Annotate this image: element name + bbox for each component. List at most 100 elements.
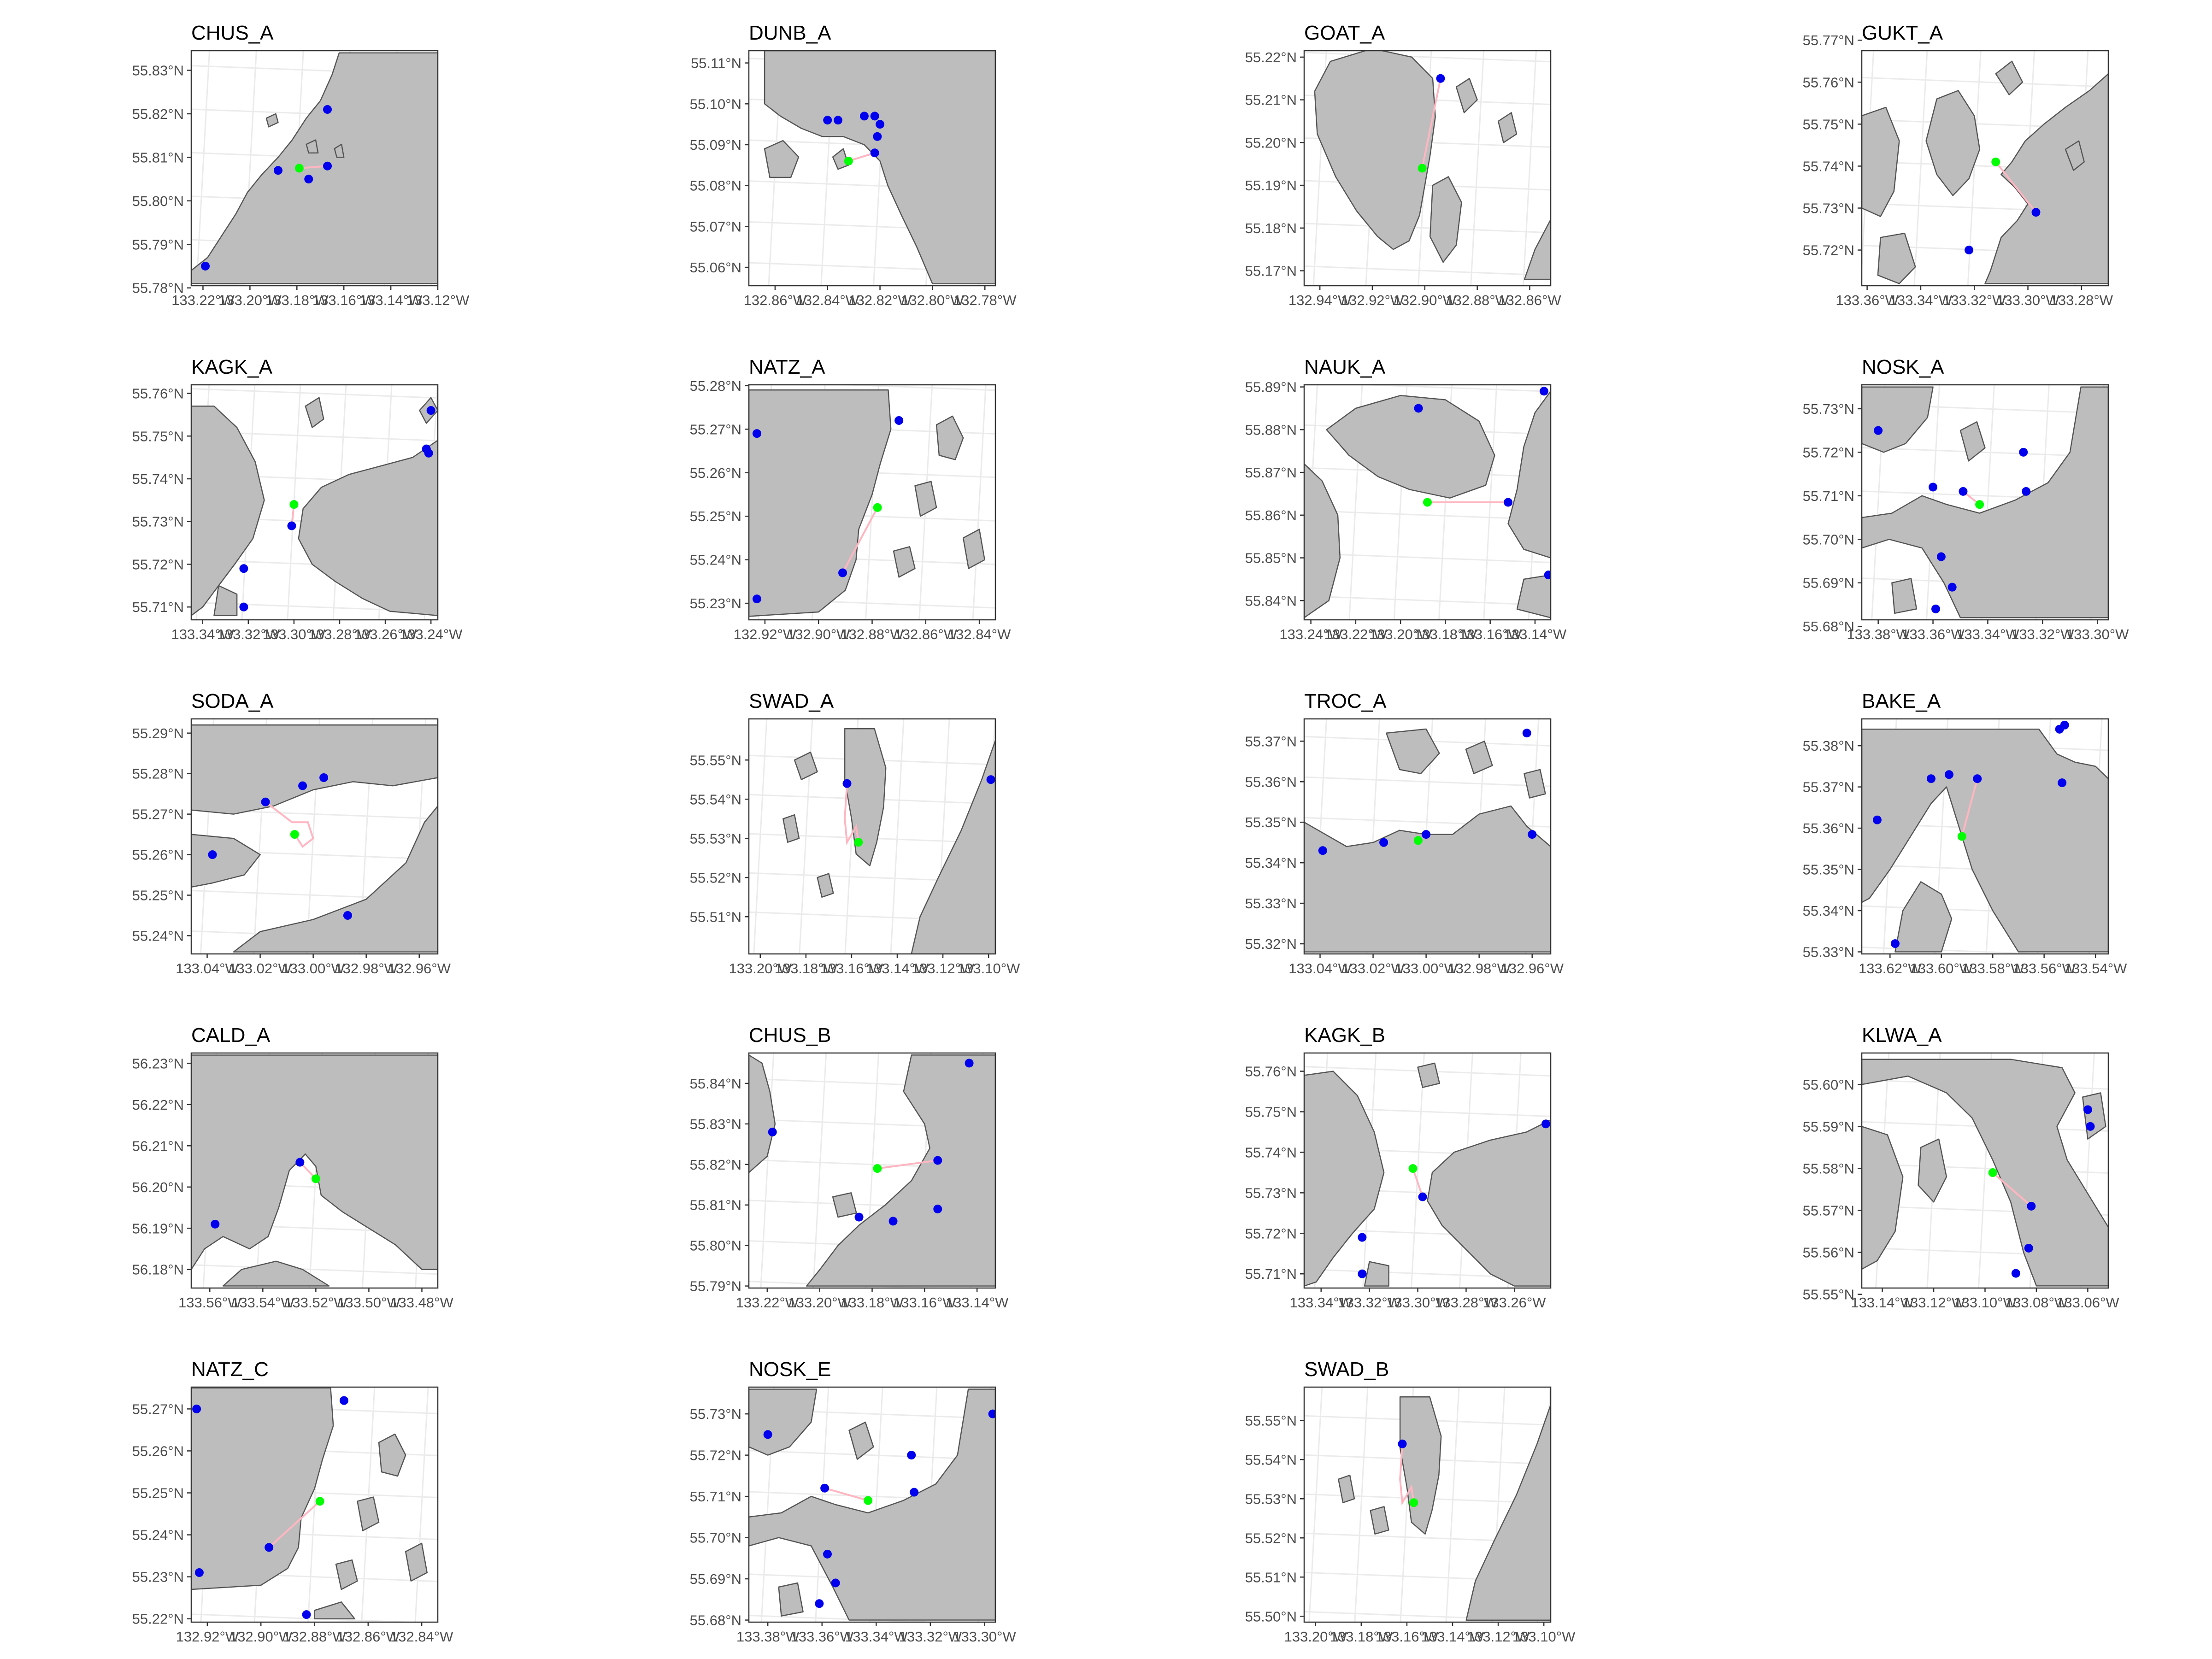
track-line — [848, 152, 875, 162]
x-tick-label: 132.90°W — [787, 626, 850, 642]
track-line — [844, 783, 859, 846]
panel-plot-area — [1862, 385, 2108, 620]
y-tick-label: 55.83°N — [132, 63, 184, 79]
receiver-point — [1414, 404, 1423, 413]
gridline-parallel — [749, 1450, 995, 1461]
y-tick-label: 55.26°N — [132, 847, 184, 863]
land-polygon — [265, 113, 279, 128]
x-tick-label: 133.30°W — [953, 1629, 1016, 1645]
receiver-point — [239, 564, 248, 573]
land-polygon — [1326, 394, 1495, 499]
receiver-point — [815, 1599, 824, 1608]
receiver-point — [2058, 778, 2067, 788]
y-tick-label: 55.68°N — [690, 1612, 741, 1629]
release-point — [315, 1497, 324, 1506]
x-tick-label: 133.22°W — [736, 1294, 799, 1311]
map-panel: NOSK_A 133.38°W133.36°W133.34°W133.32°W13… — [1803, 356, 2130, 642]
y-tick-label: 55.22°N — [132, 1611, 184, 1627]
map-panel: CHUS_A133.22°W133.20°W133.18°W133.16°W13… — [132, 22, 470, 308]
land-polygon — [1507, 390, 1551, 559]
x-tick-label: 133.10°W — [1512, 1629, 1576, 1645]
y-tick-label: 55.73°N — [690, 1406, 741, 1422]
track-line — [1992, 1172, 2032, 1207]
receiver-point — [239, 602, 248, 612]
x-tick-label: 133.00°W — [1394, 960, 1458, 977]
x-tick-label: 132.86°W — [744, 292, 807, 308]
land-polygon — [1364, 1261, 1389, 1287]
y-tick-label: 55.37°N — [1803, 779, 1854, 795]
y-tick-label: 55.68°N — [1803, 618, 1854, 635]
panel-plot-area — [749, 719, 995, 954]
receiver-point — [2019, 447, 2028, 457]
land-polygon — [357, 1496, 380, 1531]
gridline-meridian — [1913, 51, 1928, 286]
receiver-point — [965, 1059, 974, 1068]
y-tick-label: 55.09°N — [690, 137, 741, 153]
x-tick-label: 133.12°W — [912, 960, 975, 977]
y-tick-label: 55.19°N — [1245, 177, 1297, 194]
y-tick-label: 55.34°N — [1803, 903, 1854, 919]
x-tick-label: 132.88°W — [841, 626, 904, 642]
receiver-point — [838, 568, 847, 577]
track-line — [824, 1487, 869, 1502]
release-point — [311, 1174, 320, 1183]
y-tick-label: 55.55°N — [690, 752, 741, 768]
y-tick-label: 55.76°N — [1803, 74, 1854, 90]
x-tick-label: 133.36°W — [1901, 626, 1965, 642]
receiver-point — [1541, 1119, 1551, 1129]
y-tick-label: 55.72°N — [1803, 242, 1854, 259]
receiver-point — [1890, 939, 1900, 948]
y-tick-label: 55.25°N — [132, 888, 184, 904]
x-tick-label: 133.34°W — [1956, 626, 2019, 642]
receiver-point — [1973, 774, 1982, 783]
land-polygon — [378, 1433, 406, 1477]
land-polygon — [1338, 1475, 1355, 1503]
receiver-point — [424, 448, 433, 458]
track-line — [1412, 1168, 1424, 1197]
x-tick-label: 133.20°W — [1369, 626, 1432, 642]
y-tick-label: 55.86°N — [1245, 507, 1297, 524]
y-tick-label: 55.58°N — [1803, 1160, 1854, 1177]
x-tick-label: 133.58°W — [1961, 960, 2024, 977]
land-polygon — [778, 1582, 804, 1617]
map-panel: TROC_A 133.04°W133.02°W133.00°W132.98°W13… — [1245, 690, 1564, 977]
x-tick-label: 133.28°W — [308, 626, 371, 642]
receiver-point — [1522, 729, 1531, 738]
y-tick-label: 55.25°N — [132, 1485, 184, 1501]
land-polygon — [1891, 578, 1918, 614]
receiver-point — [323, 161, 332, 171]
y-tick-label: 55.11°N — [691, 55, 741, 71]
receiver-point — [2060, 720, 2069, 729]
y-tick-label: 55.80°N — [690, 1238, 741, 1254]
x-tick-label: 133.34°W — [1889, 292, 1953, 308]
panel-title: KLWA_A — [1862, 1024, 1942, 1047]
y-tick-label: 55.85°N — [1245, 550, 1297, 566]
y-tick-label: 55.28°N — [132, 766, 184, 782]
panel-title: SODA_A — [191, 690, 274, 712]
receiver-point — [1874, 426, 1883, 435]
land-polygon — [305, 397, 324, 428]
gridline-meridian — [1411, 1053, 1425, 1288]
x-tick-label: 133.60°W — [1910, 960, 1973, 977]
receiver-point — [261, 797, 270, 806]
map-panel: KAGK_A133.34°W133.32°W133.30°W133.28°W13… — [132, 356, 463, 642]
receiver-point — [1358, 1233, 1367, 1242]
track-line — [265, 801, 314, 848]
x-tick-label: 133.54°W — [2064, 960, 2127, 977]
gridline-meridian — [753, 719, 768, 954]
receiver-point — [208, 850, 217, 859]
y-tick-label: 55.71°N — [132, 599, 184, 615]
x-tick-label: 133.50°W — [337, 1294, 400, 1311]
receiver-point — [194, 1568, 204, 1577]
x-tick-label: 133.32°W — [217, 626, 280, 642]
x-tick-label: 133.10°W — [957, 960, 1020, 977]
panel-plot-area — [1304, 1053, 1551, 1288]
map-panel: SWAD_A133.20°W133.18°W133.16°W133.14°W13… — [690, 690, 1020, 977]
receiver-point — [2024, 1243, 2033, 1253]
x-tick-label: 133.56°W — [178, 1294, 241, 1311]
panel-plot-area — [1304, 719, 1551, 954]
land-polygon — [1516, 574, 1551, 618]
receiver-point — [2011, 1269, 2020, 1278]
x-tick-label: 133.04°W — [1288, 960, 1352, 977]
x-tick-label: 133.18°W — [1330, 1629, 1393, 1645]
